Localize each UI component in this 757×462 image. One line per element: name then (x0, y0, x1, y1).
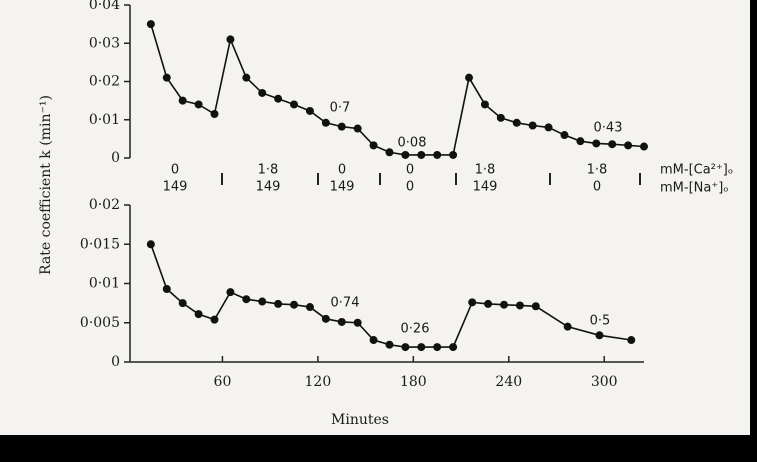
data-point (480, 100, 489, 109)
data-point (258, 88, 267, 97)
data-point (305, 303, 314, 312)
data-point (433, 150, 442, 159)
data-line (150, 243, 632, 348)
data-point (385, 148, 394, 157)
y-tick-label: 0 (111, 354, 120, 370)
data-point (321, 314, 330, 323)
y-tick-label: 0·04 (89, 0, 120, 13)
data-point (274, 94, 283, 103)
data-point (544, 123, 553, 132)
data-point (210, 110, 219, 119)
y-tick-label: 0 (111, 150, 120, 166)
data-point (178, 96, 187, 105)
data-point (449, 150, 458, 159)
x-tick-label: 180 (400, 374, 427, 390)
data-point (500, 300, 509, 309)
data-point (242, 295, 251, 304)
data-point (242, 73, 251, 82)
data-point (162, 73, 171, 82)
x-tick-label: 300 (591, 374, 618, 390)
sodium-condition: 149 (473, 180, 498, 195)
data-point (146, 20, 155, 29)
data-point (640, 142, 648, 151)
calcium-condition: 1·8 (587, 163, 608, 178)
data-point (401, 343, 410, 352)
data-point (401, 150, 410, 159)
y-tick-label: 0·015 (80, 236, 120, 252)
data-point (465, 73, 474, 82)
data-point (449, 343, 458, 352)
data-point (592, 139, 601, 148)
calcium-condition: 0 (338, 163, 346, 178)
x-tick-label: 60 (214, 374, 232, 390)
sodium-condition: 149 (330, 180, 355, 195)
data-point (496, 113, 505, 122)
data-point (337, 317, 346, 326)
data-point (274, 299, 283, 308)
data-point (627, 336, 636, 345)
sodium-label: mM‑[Na⁺]ₒ (660, 181, 729, 196)
annotation: 0·43 (594, 121, 623, 136)
y-tick-label: 0·01 (89, 276, 120, 292)
data-point (258, 297, 267, 306)
data-point (226, 288, 235, 297)
data-point (531, 302, 540, 311)
data-point (560, 131, 569, 140)
data-point (290, 300, 299, 309)
data-point (528, 121, 537, 130)
data-point (162, 284, 171, 293)
data-point (608, 140, 617, 149)
data-point (194, 310, 203, 319)
data-point (305, 106, 314, 115)
calcium-condition: 1·8 (258, 163, 279, 178)
data-point (369, 336, 378, 345)
y-tick-label: 0·03 (89, 35, 120, 51)
data-point (624, 141, 633, 150)
data-point (512, 118, 521, 127)
sodium-condition: 0 (406, 180, 414, 195)
y-axis-label: Rate coefficient k (min⁻¹) (38, 95, 54, 275)
data-point (290, 100, 299, 109)
data-point (194, 100, 203, 109)
data-point (226, 35, 235, 44)
annotation: 0·5 (590, 314, 611, 329)
y-tick-label: 0·02 (89, 197, 120, 213)
data-point (595, 331, 604, 340)
data-point (353, 124, 362, 133)
data-point (385, 340, 394, 349)
sodium-condition: 0 (593, 180, 601, 195)
data-point (146, 240, 155, 249)
data-point (369, 141, 378, 150)
y-tick-label: 0·01 (89, 112, 120, 128)
y-tick-label: 0·005 (80, 315, 120, 331)
data-point (321, 118, 330, 127)
calcium-label: mM‑[Ca²⁺]ₒ (660, 163, 733, 178)
data-point (353, 318, 362, 327)
data-point (417, 150, 426, 159)
calcium-condition: 1·8 (475, 163, 496, 178)
annotation: 0·08 (398, 136, 427, 151)
data-point (178, 299, 187, 308)
sodium-condition: 149 (256, 180, 281, 195)
data-point (468, 298, 477, 307)
data-point (484, 299, 493, 308)
data-point (433, 343, 442, 352)
y-tick-label: 0·02 (89, 74, 120, 90)
data-point (515, 301, 524, 310)
calcium-condition: 0 (171, 163, 179, 178)
annotation: 0·26 (401, 322, 430, 337)
data-point (576, 137, 585, 146)
data-point (563, 322, 572, 331)
x-axis-label: Minutes (331, 412, 389, 428)
annotation: 0·74 (331, 296, 360, 311)
data-point (210, 315, 219, 324)
sodium-condition: 149 (163, 180, 188, 195)
x-tick-label: 120 (305, 374, 332, 390)
annotation: 0·7 (330, 101, 351, 116)
x-tick-label: 240 (495, 374, 522, 390)
calcium-condition: 0 (406, 163, 414, 178)
data-point (417, 343, 426, 352)
data-point (337, 122, 346, 131)
